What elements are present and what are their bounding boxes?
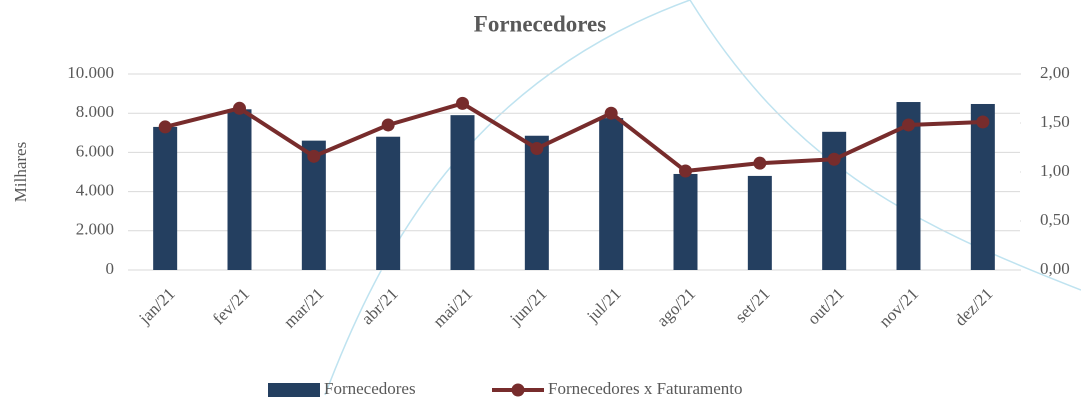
x-tick-label: dez/21 <box>951 284 996 329</box>
x-tick-label: jul/21 <box>583 284 625 326</box>
bar <box>227 109 252 270</box>
line <box>164 101 983 174</box>
line-marker <box>753 156 767 170</box>
line-marker <box>827 152 841 166</box>
y-tick-label: 4.000 <box>76 181 114 200</box>
x-tick-label: out/21 <box>804 284 848 328</box>
bar <box>970 103 995 270</box>
y-tick-label: 0 <box>106 259 115 278</box>
x-tick-label: mai/21 <box>429 284 476 331</box>
y-axis-label: Milhares <box>11 142 30 202</box>
legend-swatch-marker <box>511 383 525 397</box>
bar <box>747 175 772 270</box>
line-marker <box>381 118 395 132</box>
x-tick-label: set/21 <box>731 284 773 326</box>
line-marker <box>604 106 618 120</box>
y-tick-label: 6.000 <box>76 141 114 160</box>
bar <box>524 135 549 270</box>
x-tick-label: jan/21 <box>135 284 179 328</box>
x-tick-label: mar/21 <box>280 284 327 331</box>
x-tick-label: ago/21 <box>653 284 699 330</box>
bar <box>153 126 178 270</box>
x-tick-label: abr/21 <box>358 284 402 328</box>
y2-tick-label: 2,00 <box>1040 63 1070 82</box>
chart-title: Fornecedores <box>474 11 606 36</box>
y-tick-label: 2.000 <box>76 220 114 239</box>
line-marker <box>456 96 469 110</box>
y2-tick-label: 0,50 <box>1040 210 1070 229</box>
line-marker <box>158 120 172 134</box>
y2-tick-label: 1,00 <box>1040 161 1070 180</box>
line-marker <box>679 164 692 178</box>
y-tick-label: 10.000 <box>67 63 114 82</box>
line-marker <box>307 149 321 163</box>
x-tick-label: nov/21 <box>875 284 922 331</box>
y2-tick-label: 0,00 <box>1040 259 1070 278</box>
legend-label: Fornecedores x Faturamento <box>548 379 743 398</box>
x-tick-label: fev/21 <box>209 284 253 328</box>
line-marker <box>902 118 915 132</box>
bar <box>599 118 624 270</box>
y-tick-label: 8.000 <box>76 102 114 121</box>
decoration-curve <box>324 0 1081 396</box>
bar <box>376 136 401 270</box>
bar <box>450 115 475 270</box>
y2-tick-label: 1,50 <box>1040 112 1070 131</box>
x-tick-label: jun/21 <box>506 284 551 329</box>
bar <box>822 131 847 270</box>
line-marker <box>976 115 990 129</box>
line-marker <box>233 101 246 115</box>
line-marker <box>530 141 544 155</box>
legend-label: Fornecedores <box>324 379 416 398</box>
bar <box>673 173 698 270</box>
legend-swatch <box>268 383 320 397</box>
